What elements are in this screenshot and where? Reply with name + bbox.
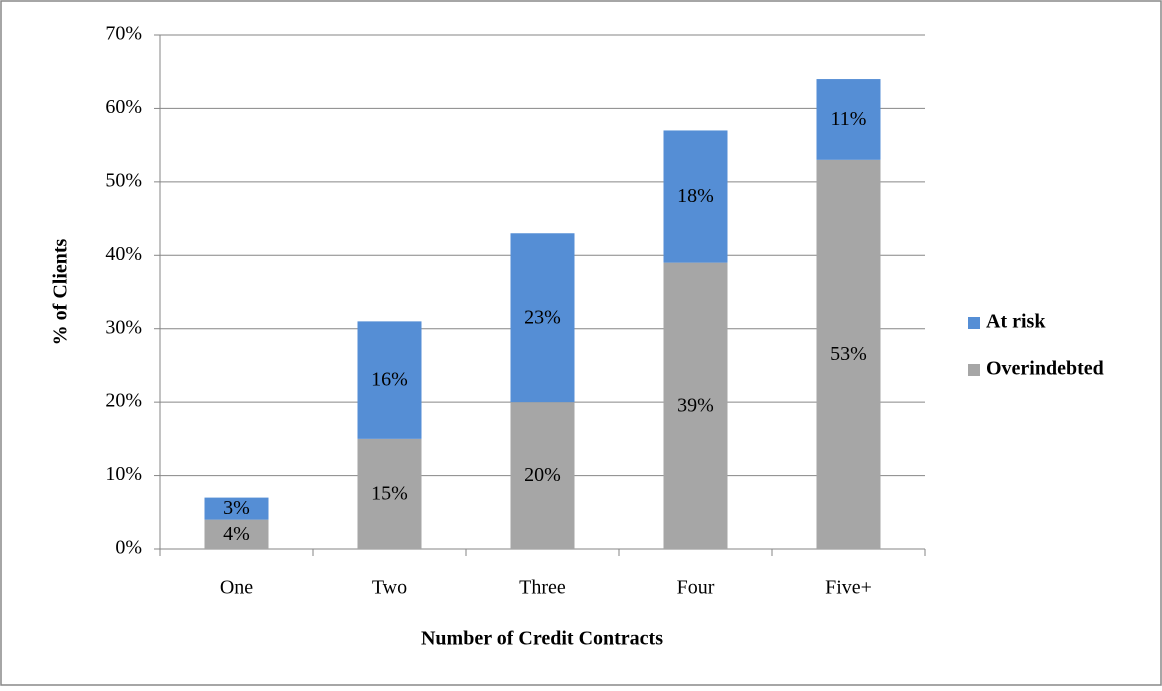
legend-swatch: [968, 364, 980, 376]
bar-segment: [663, 130, 728, 263]
x-tick-label: Two: [372, 577, 407, 599]
bar-segment: [357, 321, 422, 439]
x-tick-label: Three: [519, 577, 566, 599]
legend-label: At risk: [986, 311, 1046, 333]
value-label: 39%: [677, 394, 714, 416]
legend-label: Overindebted: [986, 358, 1104, 380]
x-tick-label: Five+: [825, 577, 872, 599]
x-tick-label: One: [220, 577, 253, 599]
bar-segment: [204, 519, 269, 549]
value-label: 18%: [677, 185, 714, 207]
y-tick-label: 40%: [105, 243, 142, 265]
value-label: 4%: [223, 523, 250, 545]
bar-segment: [816, 79, 881, 160]
bar-segment: [663, 262, 728, 549]
y-tick-label: 60%: [105, 96, 142, 118]
y-tick-label: 20%: [105, 390, 142, 412]
bar-segment: [510, 402, 575, 549]
y-tick-label: 50%: [105, 169, 142, 191]
value-label: 20%: [524, 464, 561, 486]
y-tick-label: 30%: [105, 316, 142, 338]
value-label: 16%: [371, 369, 408, 391]
bar-segment: [510, 233, 575, 403]
x-axis-title: Number of Credit Contracts: [421, 628, 663, 650]
y-tick-label: 10%: [105, 463, 142, 485]
y-tick-label: 70%: [105, 23, 142, 45]
value-label: 23%: [524, 306, 561, 328]
value-label: 11%: [831, 108, 867, 130]
y-tick-label: 0%: [115, 537, 142, 559]
bar-segment: [816, 159, 881, 550]
legend-swatch: [968, 317, 980, 329]
bar-segment: [204, 497, 269, 520]
value-label: 3%: [223, 497, 250, 519]
y-axis-title: % of Clients: [50, 238, 72, 345]
value-label: 15%: [371, 483, 408, 505]
value-label: 53%: [830, 343, 867, 365]
x-tick-label: Four: [677, 577, 715, 599]
bar-segment: [357, 438, 422, 549]
